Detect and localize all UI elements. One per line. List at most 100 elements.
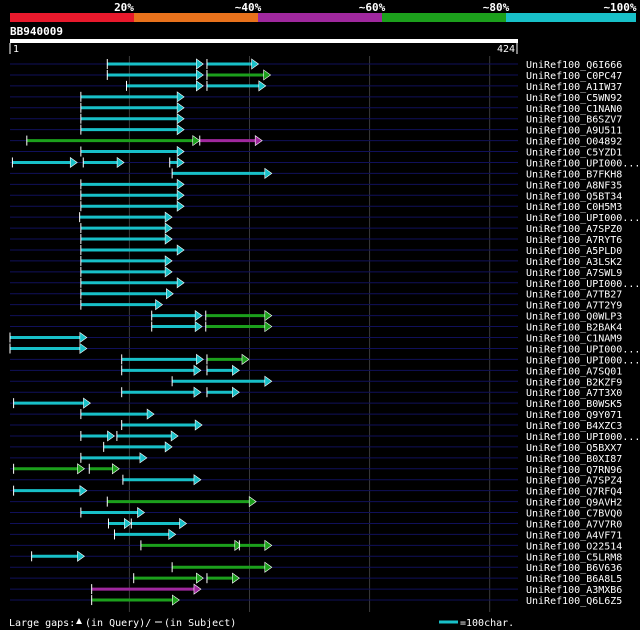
- hit-row[interactable]: UniRef100_B6SZV7: [10, 113, 622, 126]
- hit-row[interactable]: UniRef100_Q7RFQ4: [10, 485, 622, 498]
- hit-row[interactable]: UniRef100_UPI000...: [10, 353, 640, 366]
- hit-name[interactable]: UniRef100_A9U511: [526, 126, 622, 137]
- hit-name[interactable]: UniRef100_A3LSK2: [526, 257, 622, 268]
- hit-name[interactable]: UniRef100_B6SZV7: [526, 115, 622, 126]
- hit-row[interactable]: UniRef100_B2KZF9: [10, 375, 622, 388]
- hit-name[interactable]: UniRef100_B7FKH8: [526, 169, 622, 180]
- hit-name[interactable]: UniRef100_A7SQ01: [526, 366, 622, 377]
- hit-row[interactable]: UniRef100_A7SPZ0: [10, 222, 622, 235]
- hit-row[interactable]: UniRef100_Q6I666: [10, 58, 622, 71]
- hit-row[interactable]: UniRef100_Q9AVH2: [10, 496, 622, 509]
- hit-row[interactable]: UniRef100_A1IW37: [10, 80, 622, 93]
- hit-name[interactable]: UniRef100_C5LRM8: [526, 552, 622, 563]
- hit-name[interactable]: UniRef100_B6A8L5: [526, 574, 622, 585]
- hit-row[interactable]: UniRef100_O22514: [10, 539, 622, 552]
- hit-name[interactable]: UniRef100_C5YZD1: [526, 148, 622, 159]
- hit-name[interactable]: UniRef100_Q6L6Z5: [526, 596, 622, 607]
- hit-row[interactable]: UniRef100_A8NF35: [10, 178, 622, 191]
- hit-row[interactable]: UniRef100_A4VF71: [10, 528, 622, 541]
- hit-row[interactable]: UniRef100_A7TB27: [10, 288, 622, 301]
- hit-row[interactable]: UniRef100_B6A8L5: [10, 572, 622, 585]
- hit-row[interactable]: UniRef100_C1NAN0: [10, 102, 622, 115]
- hit-name[interactable]: UniRef100_B2KZF9: [526, 377, 622, 388]
- hit-row[interactable]: UniRef100_B0XI87: [10, 452, 622, 465]
- hit-row[interactable]: UniRef100_Q0WLP3: [10, 310, 622, 323]
- hit-row[interactable]: UniRef100_C5LRM8: [10, 550, 622, 563]
- hit-name[interactable]: UniRef100_Q5BT34: [526, 191, 622, 202]
- hit-name[interactable]: UniRef100_A3MXB6: [526, 585, 622, 596]
- hit-row[interactable]: UniRef100_Q6L6Z5: [10, 594, 622, 607]
- hit-row[interactable]: UniRef100_A9U511: [10, 124, 622, 137]
- hit-name[interactable]: UniRef100_Q6I666: [526, 60, 622, 71]
- hit-name[interactable]: UniRef100_A1IW37: [526, 82, 622, 93]
- hit-name[interactable]: UniRef100_B2BAK4: [526, 323, 622, 334]
- hit-row[interactable]: UniRef100_Q9Y071: [10, 408, 622, 421]
- hit-name[interactable]: UniRef100_A7SWL9: [526, 268, 622, 279]
- hit-name[interactable]: UniRef100_Q5BXX7: [526, 443, 622, 454]
- hit-name[interactable]: UniRef100_UPI000...: [526, 432, 640, 443]
- hit-name[interactable]: UniRef100_Q0WLP3: [526, 312, 622, 323]
- hit-row[interactable]: UniRef100_B7FKH8: [10, 167, 622, 180]
- hit-row[interactable]: UniRef100_C1NAM9: [9, 331, 622, 345]
- hit-name[interactable]: UniRef100_C1NAN0: [526, 104, 622, 115]
- hit-name[interactable]: UniRef100_UPI000...: [526, 355, 640, 366]
- hit-name[interactable]: UniRef100_Q7RFQ4: [526, 487, 622, 498]
- hit-row[interactable]: UniRef100_C7BVQ0: [10, 506, 622, 520]
- hit-name[interactable]: UniRef100_A8NF35: [526, 180, 622, 191]
- hit-name[interactable]: UniRef100_A7RYT6: [526, 235, 622, 246]
- hit-row[interactable]: UniRef100_A7SWL9: [10, 266, 622, 279]
- hit-name[interactable]: UniRef100_C7BVQ0: [526, 509, 622, 520]
- hit-row[interactable]: UniRef100_A7RYT6: [10, 233, 622, 246]
- hit-row[interactable]: UniRef100_A7T2Y9: [10, 299, 622, 312]
- hit-name[interactable]: UniRef100_C0PC47: [526, 71, 622, 82]
- hit-name[interactable]: UniRef100_Q9Y071: [526, 410, 622, 421]
- hit-row[interactable]: UniRef100_UPI000...: [10, 156, 640, 169]
- hit-name[interactable]: UniRef100_O22514: [526, 541, 622, 552]
- hit-name[interactable]: UniRef100_A7SPZ4: [526, 476, 622, 487]
- hit-name[interactable]: UniRef100_C5WN92: [526, 93, 622, 104]
- hit-name[interactable]: UniRef100_A5PLD0: [526, 246, 622, 257]
- hit-name[interactable]: UniRef100_C1NAM9: [526, 334, 622, 345]
- hit-name[interactable]: UniRef100_Q7RN96: [526, 465, 622, 476]
- hit-row[interactable]: UniRef100_C5YZD1: [10, 145, 622, 159]
- hit-row[interactable]: UniRef100_Q7RN96: [10, 463, 622, 476]
- hit-name[interactable]: UniRef100_A7T2Y9: [526, 301, 622, 312]
- hit-name[interactable]: UniRef100_B0XI87: [526, 454, 622, 465]
- hit-row[interactable]: UniRef100_C0PC47: [10, 69, 622, 82]
- hit-name[interactable]: UniRef100_UPI000...: [526, 213, 640, 224]
- hit-name[interactable]: UniRef100_A7SPZ0: [526, 224, 622, 235]
- hit-row[interactable]: UniRef100_UPI000...: [10, 277, 640, 290]
- hit-row[interactable]: UniRef100_A7T3X0: [10, 386, 622, 399]
- hit-name[interactable]: UniRef100_B6V636: [526, 563, 622, 574]
- hit-row[interactable]: UniRef100_C0H5M3: [10, 200, 622, 213]
- hit-row[interactable]: UniRef100_Q5BT34: [10, 189, 622, 202]
- hit-row[interactable]: UniRef100_Q5BXX7: [10, 441, 622, 454]
- hit-row[interactable]: UniRef100_A7SQ01: [10, 364, 622, 377]
- hit-row[interactable]: UniRef100_O04892: [10, 134, 622, 148]
- hit-row[interactable]: UniRef100_A3MXB6: [10, 583, 622, 596]
- hit-row[interactable]: UniRef100_A7V7R0: [10, 517, 622, 530]
- hit-name[interactable]: UniRef100_B0WSK5: [526, 399, 622, 410]
- hit-row[interactable]: UniRef100_A5PLD0: [10, 244, 622, 257]
- hit-row[interactable]: UniRef100_UPI000...: [10, 211, 640, 224]
- hit-row[interactable]: UniRef100_A3LSK2: [10, 255, 622, 268]
- hit-name[interactable]: UniRef100_A7TB27: [526, 290, 622, 301]
- hit-row[interactable]: UniRef100_UPI000...: [9, 342, 640, 355]
- hit-row[interactable]: UniRef100_B0WSK5: [10, 397, 622, 410]
- hit-name[interactable]: UniRef100_Q9AVH2: [526, 498, 622, 509]
- hit-row[interactable]: UniRef100_C5WN92: [10, 91, 622, 104]
- hit-name[interactable]: UniRef100_O04892: [526, 137, 622, 148]
- hit-name[interactable]: UniRef100_UPI000...: [526, 158, 640, 169]
- hit-name[interactable]: UniRef100_A7T3X0: [526, 388, 622, 399]
- hit-row[interactable]: UniRef100_B2BAK4: [10, 320, 622, 334]
- hit-name[interactable]: UniRef100_C0H5M3: [526, 202, 622, 213]
- hit-name[interactable]: UniRef100_UPI000...: [526, 279, 640, 290]
- hit-name[interactable]: UniRef100_B4XZC3: [526, 421, 622, 432]
- hit-name[interactable]: UniRef100_A7V7R0: [526, 519, 622, 530]
- hit-name[interactable]: UniRef100_A4VF71: [526, 530, 622, 541]
- hit-row[interactable]: UniRef100_B6V636: [10, 561, 622, 574]
- hit-row[interactable]: UniRef100_A7SPZ4: [10, 474, 622, 487]
- hit-row[interactable]: UniRef100_B4XZC3: [10, 419, 622, 432]
- hit-row[interactable]: UniRef100_UPI000...: [10, 430, 640, 443]
- hit-name[interactable]: UniRef100_UPI000...: [526, 344, 640, 355]
